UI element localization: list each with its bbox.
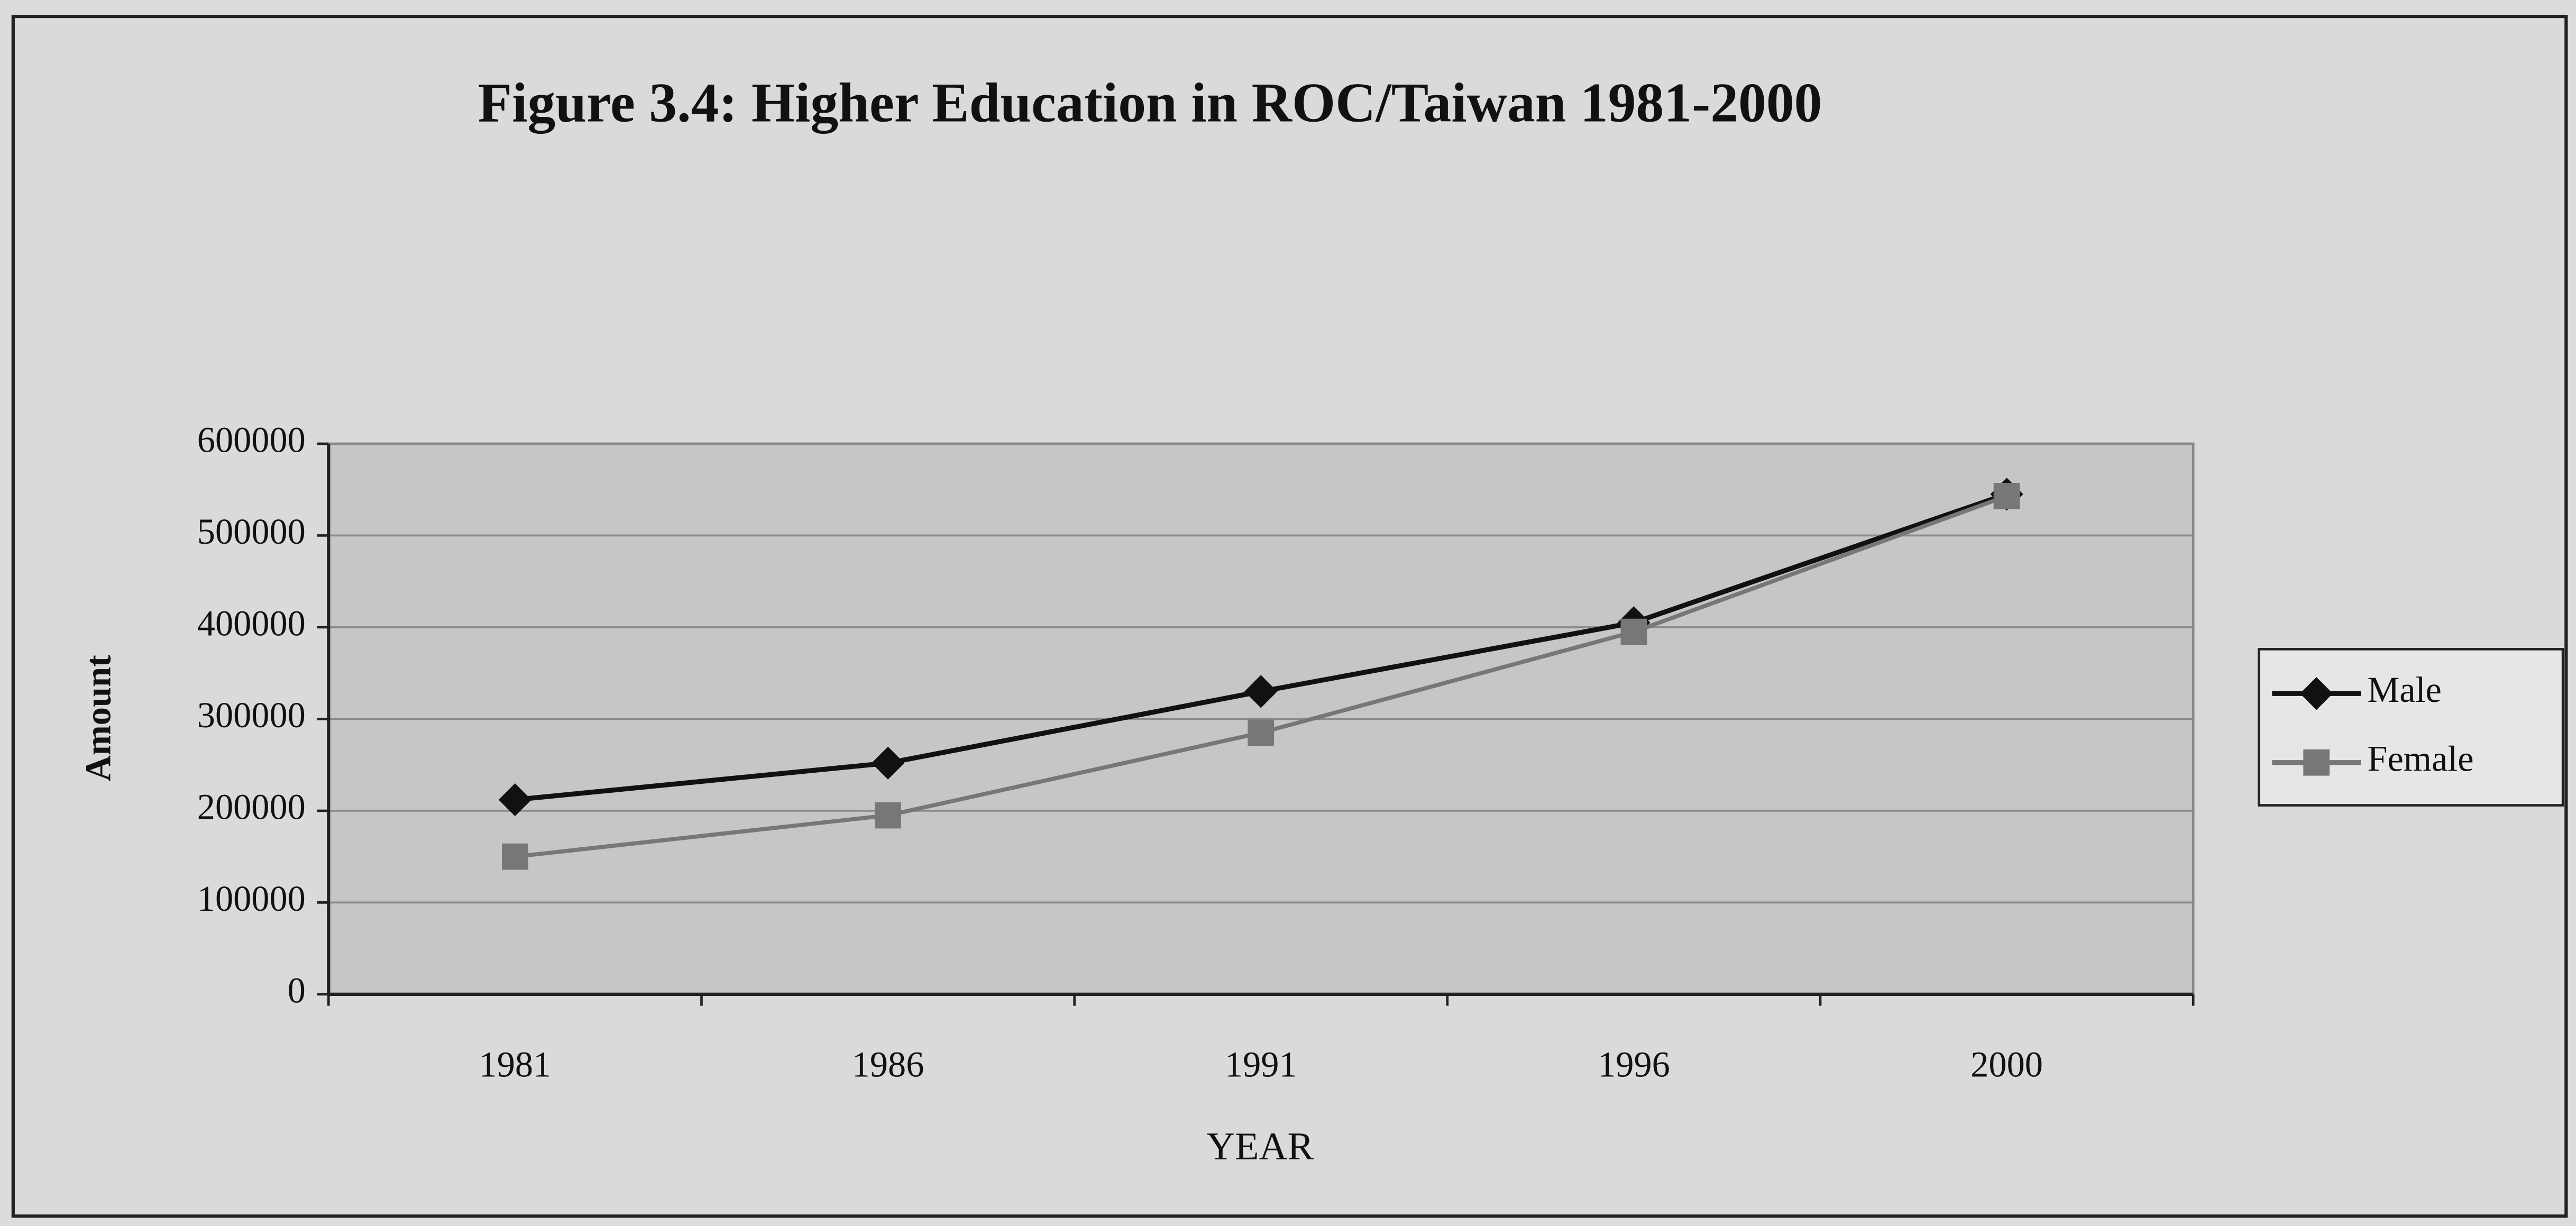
marker bbox=[1248, 719, 1275, 746]
legend-label: Male bbox=[2367, 670, 2441, 710]
y-tick-label: 600000 bbox=[197, 420, 306, 460]
y-axis-label: Amount bbox=[78, 655, 118, 782]
legend-label: Female bbox=[2367, 738, 2473, 779]
marker bbox=[1620, 618, 1647, 645]
marker bbox=[1993, 482, 2020, 509]
legend-marker bbox=[2300, 677, 2333, 710]
y-tick-label: 300000 bbox=[197, 695, 306, 735]
legend-marker bbox=[2303, 749, 2330, 776]
y-tick-label: 100000 bbox=[197, 879, 306, 919]
chart-title: Figure 3.4: Higher Education in ROC/Taiw… bbox=[478, 71, 1822, 133]
y-tick-label: 500000 bbox=[197, 511, 306, 552]
x-tick-label: 2000 bbox=[1970, 1044, 2043, 1084]
y-tick-label: 400000 bbox=[197, 603, 306, 644]
x-tick-label: 1991 bbox=[1225, 1044, 1297, 1084]
marker bbox=[875, 802, 901, 829]
marker bbox=[502, 843, 528, 870]
x-tick-label: 1981 bbox=[479, 1044, 552, 1084]
marker bbox=[498, 783, 531, 817]
marker bbox=[1244, 675, 1278, 708]
x-tick-label: 1986 bbox=[852, 1044, 924, 1084]
x-tick-label: 1996 bbox=[1598, 1044, 1670, 1084]
y-tick-label: 0 bbox=[288, 971, 306, 1011]
y-tick-label: 200000 bbox=[197, 787, 306, 827]
x-axis-label: YEAR bbox=[1206, 1125, 1314, 1168]
legend-box bbox=[2258, 648, 2564, 807]
